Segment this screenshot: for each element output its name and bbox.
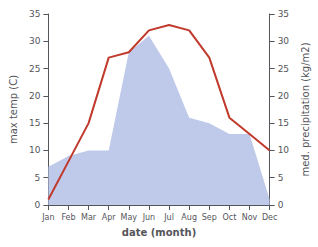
svg-text:35: 35	[278, 9, 289, 19]
svg-text:date (month): date (month)	[122, 227, 196, 238]
svg-text:30: 30	[278, 36, 290, 46]
svg-text:Aug: Aug	[181, 213, 197, 222]
svg-text:Jun: Jun	[142, 213, 156, 222]
svg-text:0: 0	[278, 200, 284, 210]
svg-text:Sep: Sep	[202, 213, 217, 222]
svg-text:15: 15	[278, 118, 289, 128]
svg-text:30: 30	[29, 36, 41, 46]
svg-text:20: 20	[278, 91, 290, 101]
svg-text:0: 0	[35, 200, 41, 210]
svg-text:25: 25	[278, 64, 289, 74]
svg-text:Apr: Apr	[102, 213, 117, 222]
svg-text:med. precipitation (kg/m2): med. precipitation (kg/m2)	[300, 42, 311, 176]
svg-text:Feb: Feb	[61, 213, 75, 222]
svg-text:25: 25	[29, 64, 40, 74]
svg-text:Jan: Jan	[41, 213, 54, 222]
svg-text:15: 15	[29, 118, 40, 128]
svg-text:Jul: Jul	[163, 213, 174, 222]
svg-text:max temp (C): max temp (C)	[8, 75, 19, 144]
svg-text:Oct: Oct	[222, 213, 236, 222]
svg-text:5: 5	[278, 173, 284, 183]
svg-text:5: 5	[35, 173, 41, 183]
svg-text:10: 10	[29, 145, 41, 155]
svg-text:Dec: Dec	[262, 213, 277, 222]
svg-text:Mar: Mar	[81, 213, 97, 222]
svg-text:10: 10	[278, 145, 290, 155]
svg-text:35: 35	[29, 9, 40, 19]
svg-text:May: May	[121, 213, 138, 222]
svg-text:20: 20	[29, 91, 41, 101]
svg-text:Nov: Nov	[242, 213, 258, 222]
